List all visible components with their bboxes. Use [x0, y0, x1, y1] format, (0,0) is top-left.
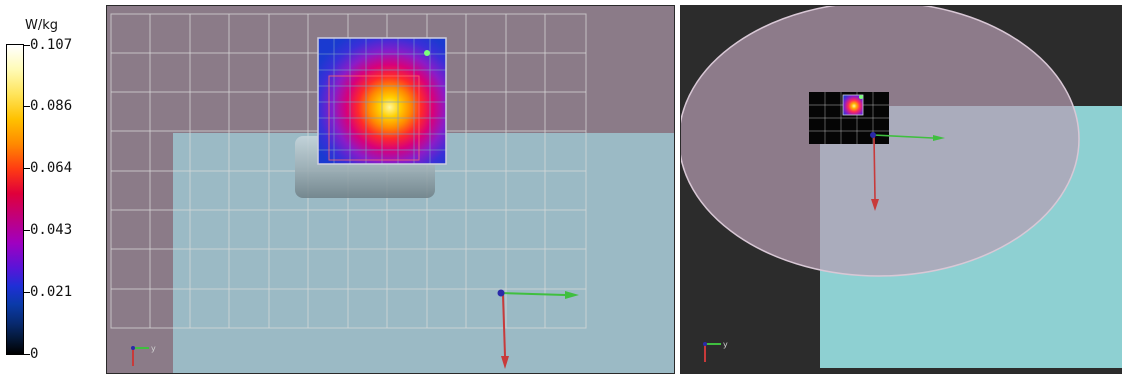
colorbar-tick — [24, 106, 30, 107]
colorbar-tick — [24, 168, 30, 169]
reference-axes — [497, 289, 579, 369]
colorbar-tick-label: 0 — [30, 346, 39, 362]
colorbar-tick-label: 0.064 — [30, 160, 73, 176]
left-3d-viewport[interactable]: y — [106, 5, 675, 374]
colorbar-tick — [24, 230, 30, 231]
left-scene: y — [110, 13, 674, 373]
colorbar-tick — [24, 45, 30, 46]
colorbar-tick-label: 0.107 — [30, 37, 73, 53]
scan-area — [809, 92, 889, 144]
colorbar-tick — [24, 292, 30, 293]
axis-triad-icon — [703, 342, 721, 362]
axis-label: y — [723, 340, 728, 349]
colorbar-tick — [24, 354, 30, 355]
colorbar-legend: W/kg 0.107 0.086 0.064 0.043 0.021 0 — [0, 0, 105, 374]
axis-triad-icon — [131, 346, 149, 366]
colorbar-unit: W/kg — [25, 18, 59, 33]
colorbar-tick-label: 0.043 — [30, 222, 73, 238]
colorbar-gradient — [6, 44, 24, 355]
right-scene: y — [681, 6, 1122, 368]
sar-zoom-cube — [317, 37, 447, 165]
reference-axes — [870, 132, 945, 211]
colorbar-tick-label: 0.086 — [30, 98, 73, 114]
colorbar-tick-label: 0.021 — [30, 284, 73, 300]
right-3d-viewport[interactable]: y — [680, 5, 1122, 374]
axis-label: y — [151, 344, 156, 353]
